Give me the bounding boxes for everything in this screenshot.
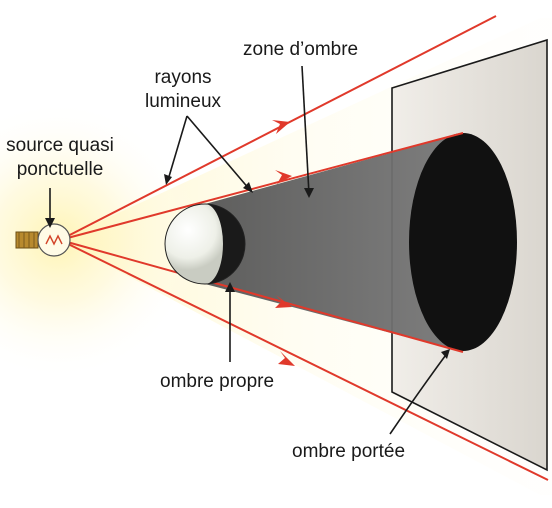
zone-ombre-label: zone d’ombre <box>243 39 359 60</box>
ray-outer-bottom <box>59 239 549 481</box>
cast-shadow <box>409 133 517 351</box>
lamp-bulb <box>37 223 71 257</box>
ray-inner-top <box>59 132 464 241</box>
pointer-ombre-portee <box>389 351 449 435</box>
rayons-lumineux-label: rayons lumineux <box>123 66 243 114</box>
ray-arrowheads <box>272 120 295 366</box>
light-rays <box>59 15 549 481</box>
pointer-rayons <box>167 115 251 191</box>
pointer-arrowheads <box>45 174 450 359</box>
lamp-filament <box>45 234 63 246</box>
ray-inner-bottom <box>59 239 464 353</box>
arrowhead-outer-top <box>272 120 290 134</box>
lamp-icon <box>15 223 71 257</box>
sphere-lit-side <box>165 204 223 284</box>
rayons-line2: lumineux <box>144 91 222 112</box>
rayons-line1: rayons <box>154 67 212 88</box>
ray-outer-top <box>59 15 497 241</box>
ombre-portee-label: ombre portée <box>292 441 406 462</box>
source-line1: source quasi <box>6 135 114 156</box>
arrowhead-inner-top <box>275 170 292 184</box>
source-glow <box>0 100 198 380</box>
sphere <box>164 203 246 285</box>
arrowhead-inner-bottom <box>275 295 292 308</box>
pointer-zone <box>301 65 310 195</box>
source-line2: ponctuelle <box>16 159 104 180</box>
ombre-propre-label: ombre propre <box>160 371 275 392</box>
pointer-lines <box>49 65 449 435</box>
source-label: source quasi ponctuelle <box>0 134 120 182</box>
arrowhead-outer-bottom <box>278 351 295 366</box>
